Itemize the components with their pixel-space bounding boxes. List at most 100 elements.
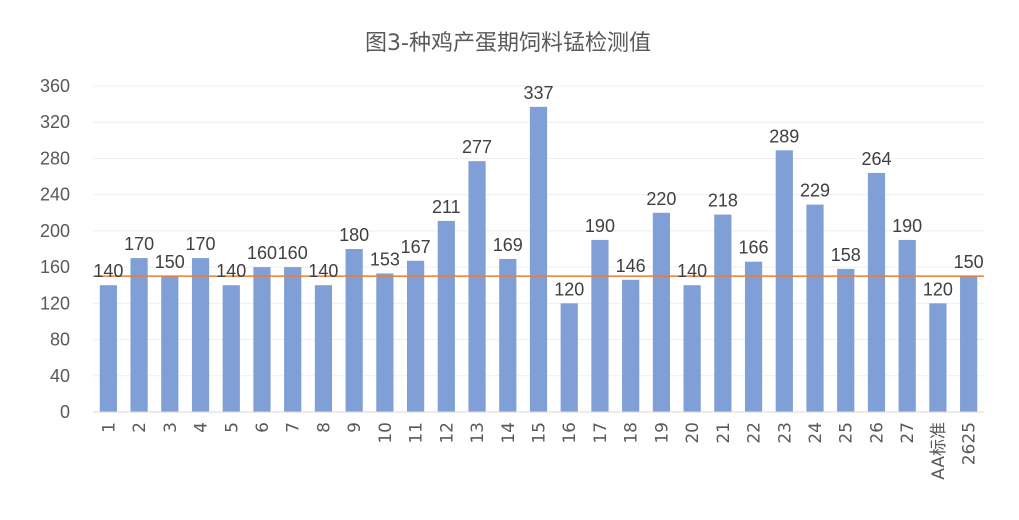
- x-tick-label: 13: [468, 422, 488, 444]
- data-label: 264: [861, 149, 891, 169]
- x-tick-label: 6: [253, 422, 273, 433]
- data-label: 190: [585, 216, 615, 236]
- data-label: 140: [677, 261, 707, 281]
- data-label: 170: [124, 234, 154, 254]
- data-label: 153: [370, 249, 400, 269]
- bar: [775, 150, 793, 413]
- bar: [898, 239, 916, 412]
- bar: [529, 106, 548, 413]
- x-tick-label: 7: [284, 422, 304, 433]
- data-label: 220: [646, 189, 676, 209]
- x-tick-label: 25: [837, 422, 857, 444]
- x-tick-label: 23: [775, 422, 795, 444]
- bar: [806, 204, 824, 412]
- x-tick-label: 14: [499, 422, 519, 444]
- x-tick-label: 9: [345, 422, 365, 433]
- data-label: 160: [278, 243, 308, 263]
- data-label: 166: [739, 238, 769, 258]
- x-tick-label: 26: [867, 422, 887, 444]
- bar: [222, 285, 240, 412]
- y-tick-label: 240: [40, 185, 70, 205]
- x-tick-label: 17: [591, 422, 611, 444]
- x-tick-label: 15: [530, 422, 550, 444]
- bars: [99, 106, 978, 413]
- data-label: 120: [554, 279, 584, 299]
- x-tick-label: 19: [652, 422, 672, 444]
- y-tick-label: 280: [40, 148, 70, 168]
- bar: [161, 276, 179, 412]
- x-tick-label: 8: [314, 422, 334, 433]
- x-tick-label: 12: [437, 422, 457, 444]
- x-tick-label: 3: [161, 422, 181, 433]
- data-label: 180: [339, 225, 369, 245]
- y-tick-label: 40: [50, 366, 70, 386]
- bar: [622, 279, 640, 412]
- bar: [253, 267, 271, 412]
- x-tick-label: 27: [898, 422, 918, 444]
- bar: [683, 285, 701, 412]
- y-tick-label: 160: [40, 257, 70, 277]
- bar: [345, 249, 363, 412]
- y-tick-label: 320: [40, 112, 70, 132]
- data-label: 277: [462, 137, 492, 157]
- bar: [929, 303, 947, 412]
- x-axis-ticks: 1 2 3 4 5 6 7 8 9 10 11 12 13 14 15 16 17 18 19 20 21 22 23 24 2…: [99, 422, 979, 480]
- bar: [560, 303, 578, 412]
- data-label: 158: [831, 245, 861, 265]
- data-label: 229: [800, 181, 830, 201]
- x-tick-label: 4: [192, 422, 212, 433]
- bar: [837, 268, 855, 412]
- bar: [407, 260, 425, 412]
- data-label: 167: [401, 237, 431, 257]
- data-label: 140: [216, 261, 246, 281]
- bar: [499, 258, 517, 412]
- x-tick-label: 24: [806, 422, 826, 444]
- y-axis-ticks: 0 40 80 120 160 200 240 280 320 360: [40, 76, 70, 422]
- x-tick-label: 22: [745, 422, 765, 444]
- chart-title: 图3-种鸡产蛋期饲料锰检测值: [365, 31, 651, 56]
- data-label: 160: [247, 243, 277, 263]
- bar: [714, 214, 732, 412]
- data-label: 190: [892, 216, 922, 236]
- data-label: 150: [954, 252, 984, 272]
- bar: [468, 161, 486, 412]
- bar: [99, 285, 117, 412]
- bar: [314, 285, 333, 412]
- x-tick-label: 10: [376, 422, 396, 444]
- y-tick-label: 200: [40, 221, 70, 241]
- bar: [744, 261, 763, 412]
- data-label: 170: [186, 234, 216, 254]
- data-label: 169: [493, 235, 523, 255]
- bar: [960, 276, 978, 412]
- x-tick-label: 20: [683, 422, 703, 444]
- x-tick-label: 2625: [960, 422, 980, 465]
- x-tick-label: 18: [622, 422, 642, 444]
- y-tick-label: 0: [60, 402, 70, 422]
- data-label: 150: [155, 252, 185, 272]
- x-tick-label: 2: [130, 422, 150, 433]
- bar: [652, 212, 670, 412]
- data-label: 140: [308, 261, 338, 281]
- bar: [867, 172, 886, 412]
- bar: [591, 239, 609, 412]
- data-label: 140: [93, 261, 123, 281]
- bar: [376, 273, 394, 412]
- y-tick-label: 80: [50, 330, 70, 350]
- bar: [130, 258, 148, 412]
- x-tick-label: 1: [99, 422, 119, 433]
- y-tick-label: 120: [40, 293, 70, 313]
- bar: [191, 258, 210, 412]
- data-label: 289: [769, 126, 799, 146]
- x-tick-label: 11: [407, 422, 427, 444]
- bar: [437, 220, 455, 412]
- data-label: 120: [923, 279, 953, 299]
- data-label: 337: [523, 83, 553, 103]
- x-tick-label: 16: [560, 422, 580, 444]
- data-label: 218: [708, 191, 738, 211]
- x-tick-label: AA标准: [929, 422, 949, 480]
- bar: [284, 267, 302, 412]
- y-tick-label: 360: [40, 76, 70, 96]
- data-label: 146: [616, 256, 646, 276]
